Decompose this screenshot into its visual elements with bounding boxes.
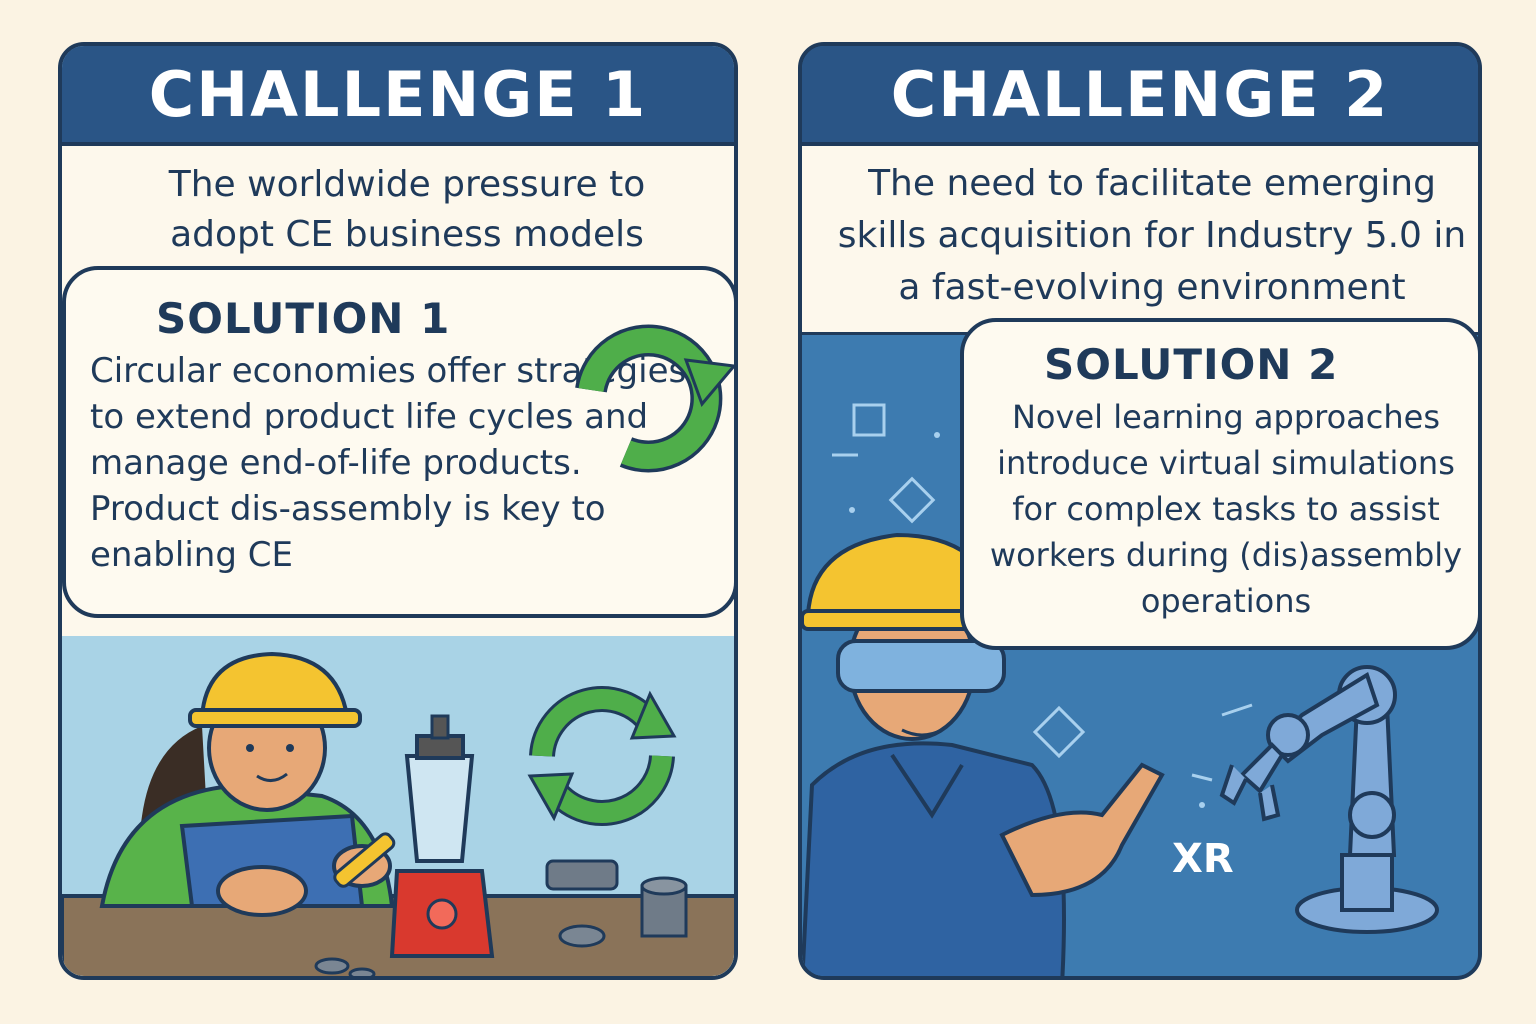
card-header: CHALLENGE 1 xyxy=(62,46,734,146)
solution-bubble: SOLUTION 1 Circular economies offer stra… xyxy=(62,266,734,618)
recycle-arrows-icon xyxy=(527,686,677,826)
card-header: CHALLENGE 2 xyxy=(802,46,1478,146)
challenge-text: The worldwide pressure to adopt CE busin… xyxy=(168,164,646,255)
challenge-card-1: The worldwide pressure to adopt CE busin… xyxy=(58,42,738,980)
scene-illustration xyxy=(62,636,734,976)
solution-title: SOLUTION 2 xyxy=(1044,340,1339,389)
xr-label: XR xyxy=(1172,836,1234,882)
recycle-arrows-icon xyxy=(575,324,734,473)
challenge-card-2: The need to facilitate emerging skills a… xyxy=(798,42,1482,980)
blender-jar xyxy=(404,754,475,863)
solution-bubble: SOLUTION 2 Novel learning approaches int… xyxy=(960,318,1478,650)
screwdriver xyxy=(333,832,396,888)
challenge-area: The need to facilitate emerging skills a… xyxy=(802,146,1478,335)
solution-text: Novel learning approaches introduce virt… xyxy=(989,398,1463,620)
xr-goggles xyxy=(836,639,1006,693)
worker-with-xr-goggles-and-robot-arm xyxy=(802,403,1439,976)
blue-shirt xyxy=(802,741,1066,976)
robot-arm xyxy=(1219,665,1439,934)
hard-hat xyxy=(199,651,350,718)
challenge-text: The need to facilitate emerging skills a… xyxy=(837,163,1467,308)
worker-disassembling-blender xyxy=(62,651,734,976)
pointing-hand xyxy=(999,762,1165,898)
solution-title: SOLUTION 1 xyxy=(156,294,451,343)
